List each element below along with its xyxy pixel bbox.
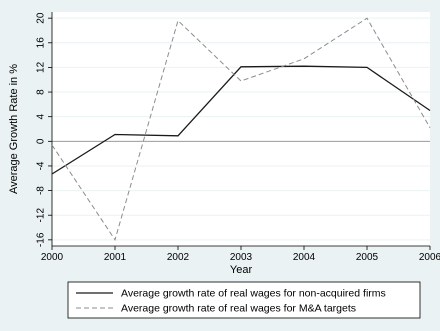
y-tick-label: 4 — [36, 113, 47, 119]
y-tick-label: 0 — [36, 138, 47, 144]
legend-label-ma-targets: Average growth rate of real wages for M&… — [121, 303, 356, 315]
x-tick-label: 2004 — [293, 252, 316, 263]
series-line-non-acquired — [51, 65, 431, 175]
y-tick-label: -16 — [36, 232, 47, 247]
y-tick-label: 16 — [36, 37, 47, 49]
x-axis-title: Year — [230, 264, 253, 276]
x-tick-label: 2000 — [41, 252, 64, 263]
y-axis-title: Average Growth Rate in % — [8, 64, 20, 194]
y-tick-label: -8 — [36, 186, 47, 195]
series-line-ma-targets — [51, 17, 431, 241]
y-tick-label: -12 — [36, 208, 47, 223]
legend: Average growth rate of real wages for no… — [67, 281, 421, 319]
legend-label-non-acquired: Average growth rate of real wages for no… — [121, 288, 386, 300]
tick-labels: -16 -12 -8 -4 0 4 8 12 16 20 2000 2001 2002 2003 2004 2… — [36, 12, 440, 263]
x-tick-label: 2001 — [104, 252, 127, 263]
y-tick-label: 8 — [36, 89, 47, 95]
axes — [48, 12, 431, 250]
x-tick-label: 2006 — [419, 252, 440, 263]
x-tick-label: 2003 — [230, 252, 253, 263]
y-tick-label: 12 — [36, 61, 47, 73]
series-lines — [51, 17, 431, 241]
legend-box — [67, 281, 421, 319]
plot-area — [52, 12, 430, 246]
y-tick-label: -4 — [36, 161, 47, 170]
x-tick-label: 2005 — [356, 252, 379, 263]
y-tick-label: 20 — [36, 12, 47, 24]
x-tick-label: 2002 — [167, 252, 190, 263]
